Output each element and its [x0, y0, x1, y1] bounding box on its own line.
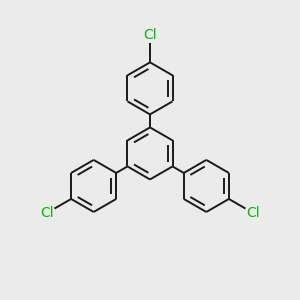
Text: Cl: Cl	[246, 206, 260, 220]
Text: Cl: Cl	[143, 28, 157, 42]
Text: Cl: Cl	[40, 206, 54, 220]
